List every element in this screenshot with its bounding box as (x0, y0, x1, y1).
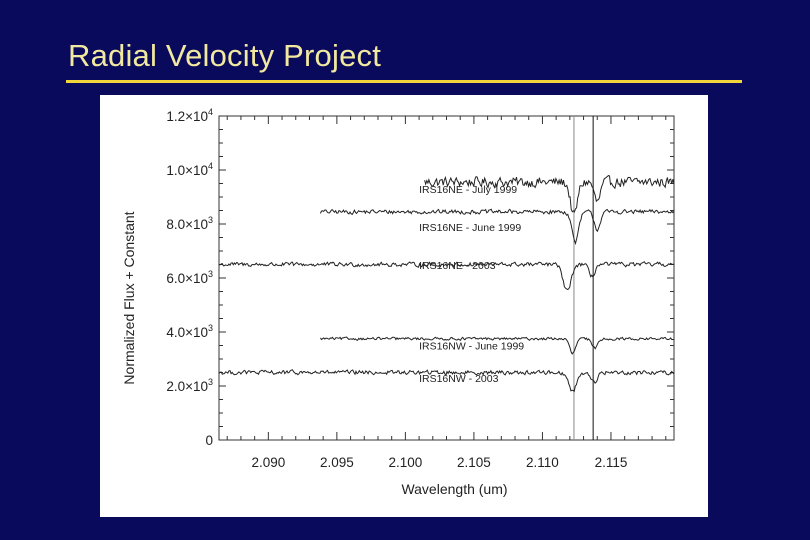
x-tick-label: 2.110 (526, 455, 559, 470)
y-tick-label: 1.0×104 (166, 161, 213, 178)
slide-title: Radial Velocity Project (68, 38, 382, 73)
y-tick-label: 0 (205, 433, 213, 448)
x-tick-label: 2.095 (320, 455, 354, 470)
title-underline (66, 80, 742, 83)
spectrum-line-2 (319, 208, 675, 246)
spectra-figure: 1.2×104 1.0×104 8.0×103 6.0×103 4.0×103 2.0×1… (100, 95, 708, 517)
spectrum-label-4: IRS16NW - June 1999 (419, 341, 524, 353)
y-tick-label: 6.0×103 (166, 269, 213, 286)
y-axis-label: Normalized Flux + Constant (121, 211, 137, 384)
spectrum-label-2: IRS16NE - June 1999 (419, 222, 521, 234)
plot-frame (218, 115, 675, 441)
x-tick-label: 2.100 (388, 455, 422, 470)
y-tick-label: 4.0×103 (166, 323, 213, 340)
y-tick-label: 2.0×103 (166, 377, 213, 394)
spectrum-line-3 (218, 261, 675, 291)
spectrum-line-4 (319, 336, 674, 355)
y-tick-label: 8.0×103 (166, 215, 213, 232)
spectrum-label-1: IRS16NE - July 1999 (419, 184, 517, 196)
spectrum-label-5: IRS16NW - 2003 (419, 373, 499, 385)
spectrum-label-3: IRS16NE - 2003 (419, 260, 496, 272)
x-tick-label: 2.090 (251, 455, 285, 470)
x-tick-label: 2.105 (457, 455, 491, 470)
y-tick-label: 1.2×104 (166, 107, 213, 124)
x-tick-label: 2.115 (595, 455, 628, 470)
x-axis-label: Wavelength (um) (401, 481, 507, 497)
spectrum-line-5 (218, 369, 675, 393)
spectra-chart: 1.2×104 1.0×104 8.0×103 6.0×103 4.0×103 2.0×1… (121, 107, 675, 497)
spectrum-line-1 (424, 175, 675, 213)
